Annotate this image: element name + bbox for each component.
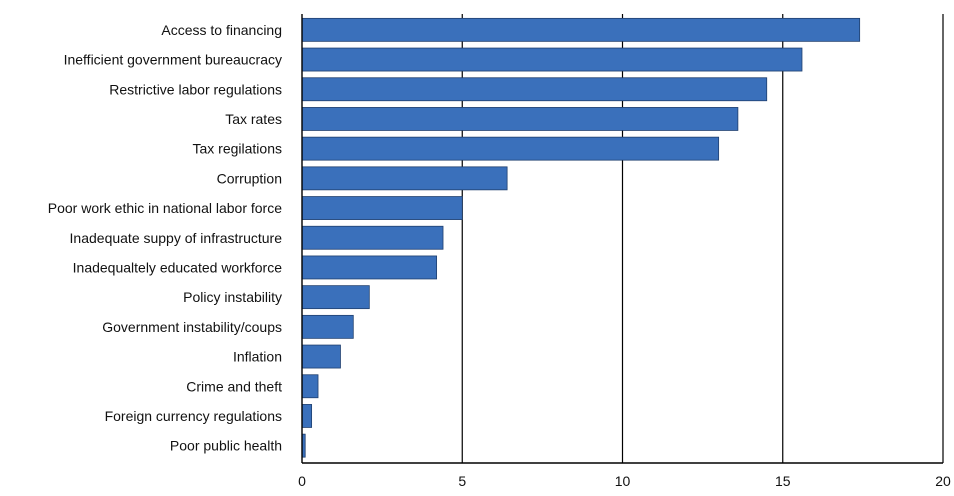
- bar-8: [301, 255, 438, 280]
- x-tick-labels: 0 5 10 15 20: [298, 473, 951, 489]
- x-tick-label: 20: [935, 473, 951, 489]
- category-label: Government instability/coups: [102, 319, 282, 335]
- bar-6: [301, 196, 463, 220]
- x-tick-label: 5: [458, 473, 466, 489]
- bar-2: [301, 77, 768, 102]
- bar-4: [301, 136, 720, 161]
- category-label: Inflation: [233, 349, 282, 365]
- bars: [301, 17, 861, 458]
- bar-3: [301, 107, 739, 131]
- category-label: Corruption: [217, 170, 282, 186]
- bar-5: [301, 166, 508, 191]
- category-label: Poor public health: [170, 438, 282, 454]
- category-label: Foreign currency regulations: [105, 408, 282, 424]
- category-labels: Access to financing Inefficient governmen…: [48, 22, 282, 454]
- bar-13: [301, 404, 313, 428]
- category-label: Inadequaltely educated workforce: [73, 259, 283, 275]
- category-label: Policy instability: [183, 289, 282, 305]
- bar-12: [301, 374, 319, 399]
- category-label: Restrictive labor regulations: [109, 81, 282, 97]
- axes: [301, 14, 943, 464]
- bar-11: [301, 344, 341, 369]
- bar-7: [301, 225, 444, 250]
- category-label: Inefficient government bureaucracy: [64, 52, 282, 68]
- x-tick-label: 0: [298, 473, 306, 489]
- x-tick-label: 15: [775, 473, 791, 489]
- category-label: Tax regilations: [193, 141, 283, 157]
- category-label: Poor work ethic in national labor force: [48, 200, 282, 216]
- bar-0: [301, 17, 861, 42]
- x-tick-label: 10: [615, 473, 631, 489]
- category-label: Inadequate suppy of infrastructure: [70, 230, 283, 246]
- bar-10: [301, 314, 354, 339]
- category-label: Tax rates: [225, 111, 282, 127]
- bar-9: [301, 285, 370, 310]
- category-label: Access to financing: [161, 22, 282, 38]
- category-label: Crime and theft: [186, 378, 282, 394]
- bar-1: [301, 47, 803, 72]
